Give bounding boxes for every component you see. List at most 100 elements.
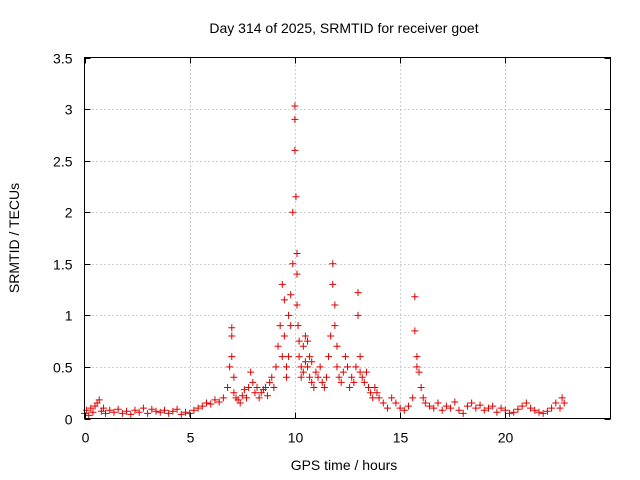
data-point <box>405 402 413 410</box>
data-point <box>249 378 257 386</box>
data-point <box>293 301 301 309</box>
tick-labels: 0 0.5 1 1.5 2 2.5 3 3.5 0 5 10 15 20 <box>53 51 513 446</box>
data-point <box>327 332 335 340</box>
y-axis-label: SRMTID / TECUs <box>6 183 22 293</box>
data-point <box>299 342 307 350</box>
data-point <box>135 408 143 416</box>
data-point <box>543 407 551 415</box>
data-point <box>304 337 312 345</box>
data-point <box>131 406 139 414</box>
data-point <box>375 394 383 402</box>
data-point <box>362 368 370 376</box>
data-point <box>333 363 341 371</box>
data-point <box>99 404 107 412</box>
grid-lines <box>84 57 611 419</box>
data-point <box>282 373 290 381</box>
data-point <box>228 332 236 340</box>
data-point <box>285 353 293 361</box>
data-point <box>312 368 320 376</box>
x-tick-label: 15 <box>393 430 409 446</box>
data-point <box>87 404 95 412</box>
data-point <box>459 409 467 417</box>
data-point <box>295 337 303 345</box>
data-point <box>480 406 488 414</box>
data-point <box>360 378 368 386</box>
data-point <box>451 398 459 406</box>
data-point <box>430 404 438 412</box>
data-point <box>173 405 181 413</box>
data-point <box>198 402 206 410</box>
x-tick-label: 5 <box>187 430 195 446</box>
y-tick-label: 3.5 <box>53 51 73 67</box>
data-point <box>341 353 349 361</box>
data-point <box>226 363 234 371</box>
data-point <box>409 394 417 402</box>
data-point <box>280 332 288 340</box>
y-tick-label: 1.5 <box>53 257 73 273</box>
data-point <box>245 384 253 392</box>
data-point <box>224 384 232 392</box>
data-point <box>215 398 223 406</box>
data-point <box>558 394 566 402</box>
data-point <box>356 368 364 376</box>
x-axis-label: GPS time / hours <box>291 457 398 473</box>
data-point <box>371 384 379 392</box>
data-point <box>85 411 93 419</box>
data-point <box>299 368 307 376</box>
data-point <box>110 408 118 416</box>
data-point <box>294 322 302 330</box>
data-point <box>344 363 351 371</box>
data-point <box>518 402 526 410</box>
data-point <box>230 389 238 397</box>
data-point <box>280 296 288 304</box>
data-point <box>276 322 284 330</box>
data-point <box>255 394 263 402</box>
y-tick-label: 0.5 <box>53 360 73 376</box>
data-point <box>411 293 419 301</box>
data-point <box>331 301 339 309</box>
x-tick-label: 20 <box>498 430 514 446</box>
data-point <box>268 373 276 381</box>
data-point <box>539 409 547 417</box>
data-point <box>346 384 354 392</box>
data-point <box>297 373 305 381</box>
data-point <box>236 399 244 407</box>
data-points <box>81 102 568 419</box>
data-point <box>102 409 110 417</box>
data-point <box>314 373 322 381</box>
data-point <box>310 384 318 392</box>
data-point <box>413 363 421 371</box>
data-point <box>476 401 484 409</box>
data-point <box>417 384 425 392</box>
data-point <box>186 409 194 417</box>
data-point <box>354 311 362 319</box>
data-point <box>152 407 160 415</box>
data-point <box>329 280 337 288</box>
data-point <box>266 378 274 386</box>
data-point <box>211 396 219 404</box>
data-point <box>415 368 423 376</box>
data-point <box>419 394 427 402</box>
data-point <box>230 373 238 381</box>
x-tick-label: 0 <box>82 430 90 446</box>
data-point <box>388 394 396 402</box>
data-point <box>421 399 429 407</box>
data-point <box>497 404 505 412</box>
data-point <box>318 378 326 386</box>
data-point <box>396 404 404 412</box>
data-point <box>291 146 299 154</box>
data-point <box>442 402 450 410</box>
data-point <box>552 399 560 407</box>
data-point <box>181 408 189 416</box>
data-point <box>373 389 381 397</box>
data-point <box>247 368 255 376</box>
data-point <box>106 406 114 414</box>
data-point <box>228 324 236 332</box>
data-point <box>228 353 236 361</box>
data-point <box>335 373 343 381</box>
data-point <box>379 399 387 407</box>
data-point <box>463 402 471 410</box>
data-point <box>243 394 251 402</box>
data-point <box>169 407 177 415</box>
